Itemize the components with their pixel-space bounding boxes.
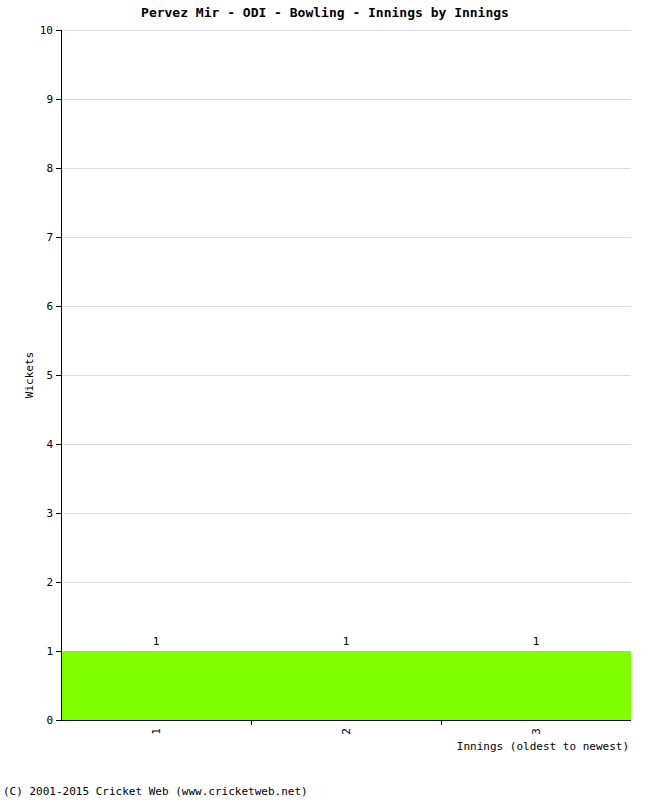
x-axis <box>61 720 631 721</box>
y-tick <box>56 582 61 583</box>
y-tick-label: 1 <box>46 645 53 658</box>
y-tick <box>56 720 61 721</box>
data-label: 1 <box>153 635 160 648</box>
x-tick-label: 2 <box>340 728 353 735</box>
y-axis-label: Wickets <box>23 352 36 398</box>
y-tick-label: 0 <box>46 714 53 727</box>
chart-svg: 012345678910111123Pervez Mir - ODI - Bow… <box>0 0 650 800</box>
y-tick-label: 4 <box>46 438 53 451</box>
bar <box>441 651 631 720</box>
y-axis <box>61 30 62 720</box>
grid-line <box>61 30 631 31</box>
grid-line <box>61 168 631 169</box>
y-tick-label: 3 <box>46 507 53 520</box>
y-tick <box>56 168 61 169</box>
grid-line <box>61 237 631 238</box>
y-tick <box>56 237 61 238</box>
y-tick-label: 10 <box>40 24 53 37</box>
bar <box>61 651 251 720</box>
y-tick-label: 6 <box>46 300 53 313</box>
y-tick <box>56 375 61 376</box>
y-tick <box>56 99 61 100</box>
y-tick-label: 2 <box>46 576 53 589</box>
bar <box>251 651 441 720</box>
grid-line <box>61 444 631 445</box>
bars <box>61 651 631 720</box>
y-tick <box>56 513 61 514</box>
grid-line <box>61 375 631 376</box>
grid-line <box>61 513 631 514</box>
y-tick-label: 7 <box>46 231 53 244</box>
chart-container: 012345678910111123Pervez Mir - ODI - Bow… <box>0 0 650 800</box>
x-tick-label: 3 <box>530 728 543 735</box>
chart-title: Pervez Mir - ODI - Bowling - Innings by … <box>141 5 509 20</box>
grid-line <box>61 720 631 721</box>
data-label: 1 <box>533 635 540 648</box>
x-axis-label: Innings (oldest to newest) <box>457 740 629 753</box>
grid-line <box>61 306 631 307</box>
y-tick-label: 5 <box>46 369 53 382</box>
x-tick-label: 1 <box>150 728 163 735</box>
x-tick <box>441 720 442 725</box>
y-tick <box>56 306 61 307</box>
y-tick <box>56 651 61 652</box>
credit: (C) 2001-2015 Cricket Web (www.cricketwe… <box>3 785 308 798</box>
grid-line <box>61 99 631 100</box>
y-tick-label: 8 <box>46 162 53 175</box>
y-tick <box>56 444 61 445</box>
background <box>0 0 650 800</box>
x-tick <box>251 720 252 725</box>
y-tick-label: 9 <box>46 93 53 106</box>
data-label: 1 <box>343 635 350 648</box>
y-tick <box>56 30 61 31</box>
grid-line <box>61 582 631 583</box>
